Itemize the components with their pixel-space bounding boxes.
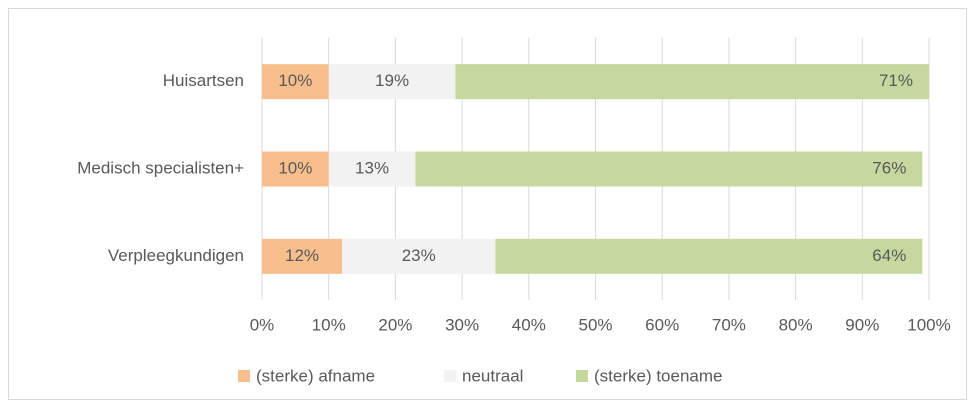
x-tick-label: 30% bbox=[445, 315, 479, 334]
data-label: 10% bbox=[278, 71, 312, 90]
x-tick-label: 80% bbox=[779, 315, 813, 334]
bar-segment bbox=[328, 64, 456, 100]
x-tick-label: 10% bbox=[312, 315, 346, 334]
bar-segment bbox=[495, 238, 923, 274]
bar-segment bbox=[342, 238, 496, 274]
legend-label: neutraal bbox=[462, 366, 523, 385]
x-tick-label: 50% bbox=[578, 315, 612, 334]
bar-segment bbox=[455, 64, 929, 100]
bar-segment bbox=[328, 151, 416, 187]
legend-swatch bbox=[238, 370, 250, 382]
x-tick-label: 90% bbox=[845, 315, 879, 334]
y-tick-label: Medisch specialisten+ bbox=[77, 158, 244, 177]
legend-label: (sterke) toename bbox=[594, 366, 723, 385]
legend-label: (sterke) afname bbox=[256, 366, 375, 385]
bar-segment bbox=[262, 151, 329, 187]
data-label: 10% bbox=[278, 158, 312, 177]
data-label: 76% bbox=[872, 158, 906, 177]
data-label: 19% bbox=[375, 71, 409, 90]
y-tick-label: Huisartsen bbox=[163, 71, 244, 90]
legend-swatch bbox=[444, 370, 456, 382]
y-tick-label: Verpleegkundigen bbox=[108, 246, 244, 265]
data-label: 71% bbox=[879, 71, 913, 90]
legend-swatch bbox=[576, 370, 588, 382]
bar-segment bbox=[262, 238, 343, 274]
x-tick-label: 70% bbox=[712, 315, 746, 334]
x-tick-label: 20% bbox=[378, 315, 412, 334]
data-label: 64% bbox=[872, 246, 906, 265]
bar-segment bbox=[415, 151, 923, 187]
x-tick-label: 0% bbox=[250, 315, 275, 334]
data-label: 23% bbox=[402, 246, 436, 265]
data-label: 13% bbox=[355, 158, 389, 177]
x-tick-label: 60% bbox=[645, 315, 679, 334]
x-tick-label: 40% bbox=[512, 315, 546, 334]
bar-segment bbox=[262, 64, 329, 100]
x-tick-label: 100% bbox=[907, 315, 950, 334]
data-label: 12% bbox=[285, 246, 319, 265]
